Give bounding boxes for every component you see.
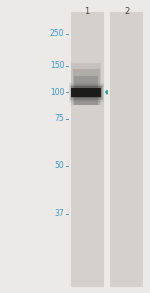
Text: 100: 100 [50, 88, 64, 97]
Bar [70, 85, 103, 100]
Text: 250: 250 [50, 29, 64, 38]
Text: 37: 37 [55, 209, 64, 218]
Text: 150: 150 [50, 62, 64, 70]
Bar [71, 63, 101, 105]
Bar [70, 86, 102, 98]
Bar [71, 88, 101, 97]
Text: 1: 1 [84, 7, 89, 16]
Text: 2: 2 [124, 7, 129, 16]
Bar [69, 83, 104, 102]
Bar [110, 12, 142, 287]
Bar [73, 69, 100, 105]
Bar [70, 12, 104, 287]
Text: 50: 50 [55, 161, 64, 170]
Bar [74, 76, 98, 105]
Text: 75: 75 [55, 114, 64, 123]
